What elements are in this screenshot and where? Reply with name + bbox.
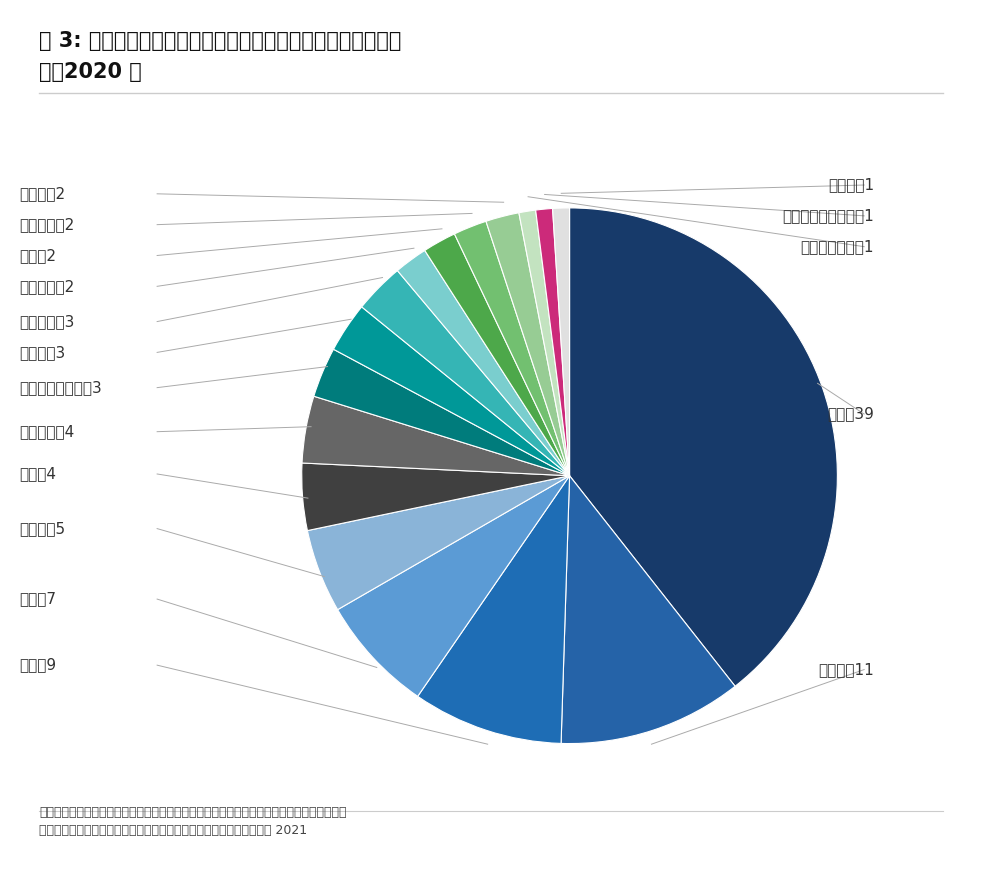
Text: スペイン、2: スペイン、2 (20, 278, 75, 294)
Text: ドイツ、5: ドイツ、5 (20, 521, 66, 537)
Wedge shape (553, 208, 570, 476)
Wedge shape (425, 234, 570, 476)
Wedge shape (535, 209, 570, 476)
Wedge shape (561, 476, 736, 744)
Text: イタリア、3: イタリア、3 (20, 314, 75, 329)
Text: 中国、9: 中国、9 (20, 657, 57, 673)
Wedge shape (518, 210, 570, 476)
Wedge shape (455, 221, 570, 476)
Wedge shape (314, 349, 570, 476)
Wedge shape (398, 250, 570, 476)
Wedge shape (361, 270, 570, 476)
Text: インド、1: インド、1 (828, 177, 874, 193)
Text: 日本、7: 日本、7 (20, 591, 57, 607)
Text: 合）2020 年: 合）2020 年 (39, 62, 142, 82)
Text: 米国、39: 米国、39 (827, 406, 874, 422)
Text: スイス、2: スイス、2 (20, 186, 66, 202)
Text: オランダ、2: オランダ、2 (20, 217, 75, 233)
Wedge shape (301, 463, 570, 530)
Text: オーストラリア、3: オーストラリア、3 (20, 380, 102, 396)
Text: 英国、4: 英国、4 (20, 466, 57, 482)
Wedge shape (334, 307, 570, 476)
Text: 韓国、2: 韓国、2 (20, 248, 57, 263)
Wedge shape (338, 476, 570, 696)
Wedge shape (417, 476, 570, 744)
Wedge shape (302, 396, 570, 476)
Wedge shape (307, 476, 570, 610)
Text: スウェーデン、1: スウェーデン、1 (800, 239, 874, 255)
Text: カナダ、3: カナダ、3 (20, 344, 66, 360)
Text: その他、11: その他、11 (818, 662, 874, 677)
Text: フランス、4: フランス、4 (20, 424, 75, 440)
Text: 図 3: 国別の米ドル建てミリオネアの数（世界全体に占める割: 図 3: 国別の米ドル建てミリオネアの数（世界全体に占める割 (39, 31, 402, 51)
Text: 図２と図３の出所：ジェームズ・デイヴィーズ、ロドリゴルベラスおよびアンソニー・ショ
ロックス、クレディ・スイス・グローバル・ウェルス・データブック 2021: 図２と図３の出所：ジェームズ・デイヴィーズ、ロドリゴルベラスおよびアンソニー・シ… (39, 806, 347, 837)
Text: 台湾（中華台北）、1: 台湾（中華台北）、1 (783, 208, 874, 224)
Wedge shape (570, 208, 838, 686)
Wedge shape (486, 212, 570, 476)
